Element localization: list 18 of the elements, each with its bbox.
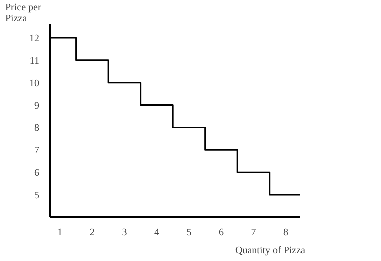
- y-tick-label: 5: [34, 190, 40, 202]
- y-tick-label: 10: [30, 78, 40, 90]
- y-tick-label: 6: [34, 168, 40, 180]
- x-tick-label: 8: [283, 228, 288, 238]
- x-tick-label: 7: [251, 228, 256, 238]
- y-tick-label: 7: [34, 146, 40, 157]
- y-tick-label: 8: [34, 123, 40, 134]
- y-tick-label: 12: [30, 33, 40, 44]
- x-axis-title: Quantity of Pizza: [236, 246, 306, 256]
- x-tick-label: 5: [186, 228, 192, 238]
- y-tick-label: 9: [34, 100, 40, 112]
- y-axis-title: Price per Pizza: [6, 2, 42, 24]
- x-tick-label: 1: [58, 228, 63, 238]
- x-tick-label: 6: [218, 228, 224, 238]
- x-tick-label: 2: [90, 228, 95, 238]
- y-tick-label: 11: [30, 56, 40, 67]
- x-tick-label: 3: [122, 228, 128, 238]
- x-tick-label: 4: [154, 228, 160, 238]
